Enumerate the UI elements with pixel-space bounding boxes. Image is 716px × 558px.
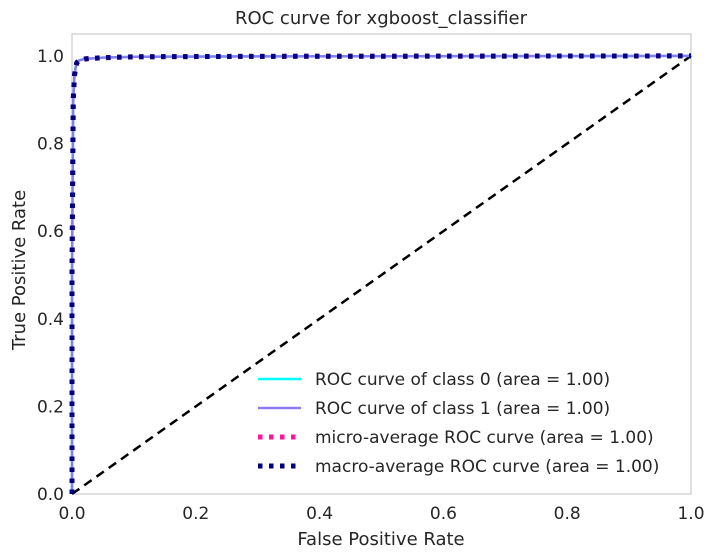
- chart-title: ROC curve for xgboost_classifier: [235, 8, 528, 29]
- y-tick-label: 0.6: [37, 222, 64, 242]
- chance-line: [71, 54, 692, 496]
- legend-label-0: ROC curve of class 0 (area = 1.00): [315, 370, 610, 390]
- y-axis-ticks: 0.0 0.2 0.4 0.6 0.8 1.0: [37, 47, 64, 505]
- y-tick-label: 1.0: [37, 47, 64, 67]
- legend-label-3: macro-average ROC curve (area = 1.00): [315, 457, 659, 477]
- x-tick-label: 0.8: [554, 504, 581, 524]
- x-tick-label: 0.2: [182, 504, 209, 524]
- y-tick-label: 0.2: [37, 397, 64, 417]
- y-tick-label: 0.4: [37, 310, 64, 330]
- x-tick-label: 0.6: [430, 504, 457, 524]
- x-tick-label: 1.0: [677, 504, 704, 524]
- legend: ROC curve of class 0 (area = 1.00) ROC cu…: [258, 370, 659, 477]
- plot-frame: [71, 33, 692, 495]
- x-axis-title: False Positive Rate: [297, 529, 464, 550]
- y-tick-label: 0.8: [37, 135, 64, 155]
- legend-label-2: micro-average ROC curve (area = 1.00): [315, 428, 654, 448]
- x-tick-label: 0.0: [58, 504, 85, 524]
- series-line-3: [69, 53, 692, 494]
- legend-label-1: ROC curve of class 1 (area = 1.00): [315, 399, 610, 419]
- x-tick-label: 0.4: [306, 504, 333, 524]
- x-axis-ticks: 0.0 0.2 0.4 0.6 0.8 1.0: [58, 504, 704, 524]
- plot-area: [69, 33, 692, 496]
- y-axis-title: True Positive Rate: [9, 190, 30, 351]
- y-tick-label: 0.0: [37, 485, 64, 505]
